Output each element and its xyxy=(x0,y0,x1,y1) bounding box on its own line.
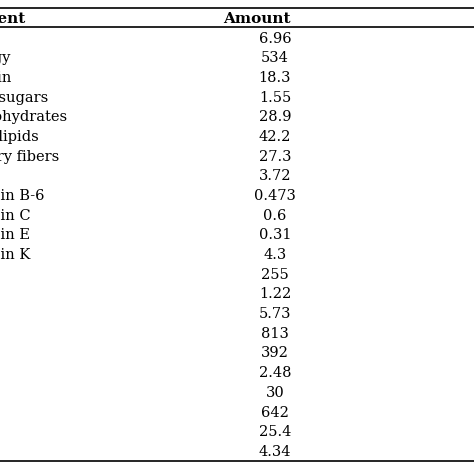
Text: 42.2: 42.2 xyxy=(259,130,291,144)
Text: 2.48: 2.48 xyxy=(259,366,291,380)
Text: Total lipids: Total lipids xyxy=(0,130,39,144)
Text: 1.55: 1.55 xyxy=(259,91,291,105)
Text: Vitamin C: Vitamin C xyxy=(0,209,31,223)
Text: 4.3: 4.3 xyxy=(263,248,287,262)
Text: Energy: Energy xyxy=(0,52,11,65)
Text: 0.473: 0.473 xyxy=(254,189,296,203)
Text: 28.9: 28.9 xyxy=(259,110,291,125)
Text: 255: 255 xyxy=(261,268,289,282)
Text: Content: Content xyxy=(0,12,26,26)
Text: 4.34: 4.34 xyxy=(259,445,291,459)
Text: 392: 392 xyxy=(261,346,289,361)
Text: 642: 642 xyxy=(261,406,289,419)
Text: Carbohydrates: Carbohydrates xyxy=(0,110,67,125)
Text: Protein: Protein xyxy=(0,71,12,85)
Text: Dietary fibers: Dietary fibers xyxy=(0,150,60,164)
Text: 534: 534 xyxy=(261,52,289,65)
Text: Total sugars: Total sugars xyxy=(0,91,49,105)
Text: 18.3: 18.3 xyxy=(259,71,291,85)
Text: Vitamin B-6: Vitamin B-6 xyxy=(0,189,45,203)
Text: 5.73: 5.73 xyxy=(259,307,291,321)
Text: 25.4: 25.4 xyxy=(259,425,291,439)
Text: Amount: Amount xyxy=(223,12,290,26)
Text: 3.72: 3.72 xyxy=(259,170,291,183)
Text: Vitamin E: Vitamin E xyxy=(0,228,30,243)
Text: 1.22: 1.22 xyxy=(259,287,291,301)
Text: Water: Water xyxy=(0,32,1,46)
Text: 0.31: 0.31 xyxy=(259,228,291,243)
Text: 813: 813 xyxy=(261,327,289,341)
Text: 30: 30 xyxy=(265,386,284,400)
Text: 0.6: 0.6 xyxy=(263,209,287,223)
Text: 6.96: 6.96 xyxy=(259,32,291,46)
Text: Vitamin K: Vitamin K xyxy=(0,248,31,262)
Text: 27.3: 27.3 xyxy=(259,150,291,164)
